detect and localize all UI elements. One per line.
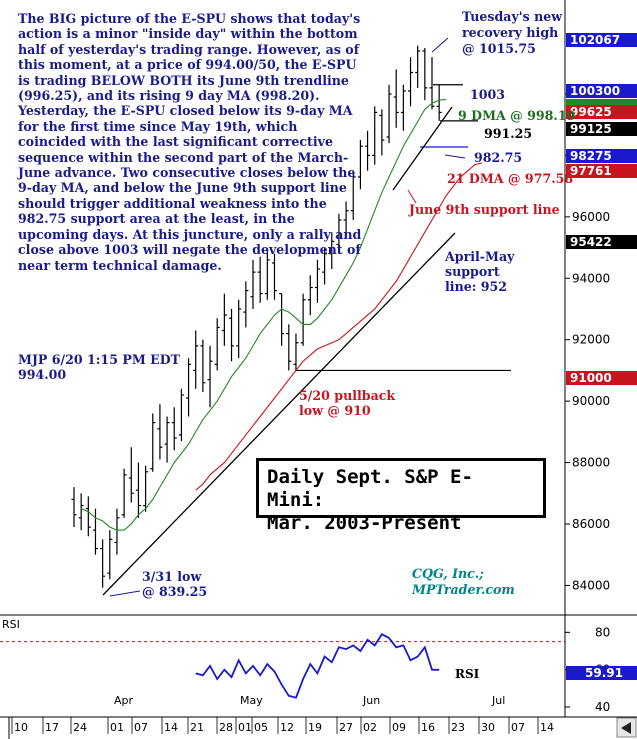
price-tick-label: 88000 xyxy=(572,456,610,470)
rsi-tag-label: 59.91 xyxy=(585,666,623,680)
price-tag-label: 91000 xyxy=(570,371,612,385)
signature-line: MJP 6/20 1:15 PM EDT xyxy=(18,352,181,367)
aprmay-support-label: April-May support line: 952 xyxy=(445,249,514,294)
pullback-line-2: low @ 910 xyxy=(299,403,371,418)
price-tag-label: 102067 xyxy=(570,33,620,47)
price-tag-label: 98275 xyxy=(570,149,612,163)
price-tag-box xyxy=(566,235,637,249)
recovery-high-line-3: @ 1015.75 xyxy=(462,41,536,56)
commentary-body: The BIG picture of the E-SPU shows that … xyxy=(18,11,362,273)
day-label: 01 xyxy=(110,721,124,734)
day-label: 19 xyxy=(308,721,322,734)
day-label: 14 xyxy=(540,721,554,734)
price-tag-box xyxy=(566,371,637,385)
chart-title-line-2: Mar. 2003-Present xyxy=(267,512,462,534)
day-label: 16 xyxy=(421,721,435,734)
dma9-line xyxy=(80,99,447,531)
price-tag-box xyxy=(566,33,637,47)
level-991-label: 991.25 xyxy=(484,126,533,141)
price-tag-label: 100300 xyxy=(570,84,620,98)
rsi-line xyxy=(195,633,440,699)
source-credit: CQG, Inc.; MPTrader.com xyxy=(412,566,515,598)
price-tick-label: 84000 xyxy=(572,578,610,592)
day-label: 24 xyxy=(73,721,87,734)
day-label: 05 xyxy=(254,721,268,734)
price-tick-label: 86000 xyxy=(572,517,610,531)
price-tag-box xyxy=(566,84,637,98)
dma9-tag-strip xyxy=(566,99,637,105)
pullback-label: 5/20 pullback low @ 910 xyxy=(299,388,395,418)
day-label: 30 xyxy=(481,721,495,734)
scroll-left-icon xyxy=(621,722,631,734)
aprmay-support-line xyxy=(102,232,456,596)
price-tag-box xyxy=(566,149,637,163)
rsi-tick-label: 40 xyxy=(595,700,610,714)
recovery-high-line-1: Tuesday's new xyxy=(462,9,563,24)
day-label: 12 xyxy=(280,721,294,734)
price-tag-label: 99625 xyxy=(570,105,612,119)
price-tag-label: 99125 xyxy=(570,122,612,136)
source-line-2: MPTrader.com xyxy=(412,582,515,597)
day-label: 07 xyxy=(511,721,525,734)
month-label: Apr xyxy=(114,694,134,707)
commentary-signature: MJP 6/20 1:15 PM EDT 994.00 xyxy=(18,352,363,383)
price-tag-label: 95422 xyxy=(570,235,612,249)
rsi-series-label: RSI xyxy=(455,667,480,681)
aprmay-line-1: April-May xyxy=(445,249,515,264)
day-label: 07 xyxy=(134,721,148,734)
march-low-line-2: @ 839.25 xyxy=(142,584,208,599)
day-label: 23 xyxy=(451,721,465,734)
day-label: 27 xyxy=(339,721,353,734)
level-982-pointer xyxy=(444,154,466,159)
day-label: 17 xyxy=(45,721,59,734)
rsi-tag-box xyxy=(566,666,637,680)
price-tag-box xyxy=(566,164,637,178)
march-low-pointer xyxy=(109,590,141,597)
price-tick-label: 96000 xyxy=(572,210,610,224)
dma9-label: 9 DMA @ 998.19 xyxy=(458,108,576,123)
june9-support-label: June 9th support line xyxy=(409,202,560,217)
price-tick-label: 92000 xyxy=(572,333,610,347)
month-label: Jun xyxy=(362,694,380,707)
march-low-label: 3/31 low @ 839.25 xyxy=(142,569,207,599)
commentary-text: The BIG picture of the E-SPU shows that … xyxy=(18,11,363,273)
source-line-1: CQG, Inc.; xyxy=(412,566,484,581)
price-tick-label: 94000 xyxy=(572,271,610,285)
aprmay-line-2: support xyxy=(445,264,500,279)
june9-pointer xyxy=(407,189,417,204)
day-label: 21 xyxy=(190,721,204,734)
day-label: 14 xyxy=(164,721,178,734)
month-label: May xyxy=(240,694,263,707)
chart-title-box: Daily Sept. S&P E- Mini: Mar. 2003-Prese… xyxy=(256,458,546,534)
price-tick-label: 90000 xyxy=(572,394,610,408)
dma21-line xyxy=(195,162,483,491)
day-label: 01 xyxy=(238,721,252,734)
recovery-high-pointer xyxy=(431,37,449,53)
pullback-line-1: 5/20 pullback xyxy=(299,388,396,403)
day-label: 02 xyxy=(363,721,377,734)
level-982-label: 982.75 xyxy=(474,150,523,165)
rsi-panel-label: RSI xyxy=(2,618,20,631)
day-label: 09 xyxy=(392,721,406,734)
price-tag-box xyxy=(566,105,637,119)
day-label: 10 xyxy=(14,721,28,734)
chart-title-line-1: Daily Sept. S&P E- Mini: xyxy=(267,466,473,511)
recovery-high-line-2: recovery high xyxy=(462,25,559,40)
june9-support-line xyxy=(392,106,453,191)
rsi-tick-label: 80 xyxy=(595,625,610,639)
level-1003-label: 1003 xyxy=(470,87,506,102)
price-tag-label: 97761 xyxy=(570,164,612,178)
march-low-line-1: 3/31 low xyxy=(142,569,202,584)
day-label: 28 xyxy=(219,721,233,734)
price-tag-box xyxy=(566,122,637,136)
price-line: 994.00 xyxy=(18,367,67,383)
aprmay-line-3: line: 952 xyxy=(445,279,508,294)
month-label: Jul xyxy=(491,694,505,707)
dma21-label: 21 DMA @ 977.58 xyxy=(447,171,574,186)
recovery-high-label: Tuesday's new recovery high @ 1015.75 xyxy=(462,9,562,57)
